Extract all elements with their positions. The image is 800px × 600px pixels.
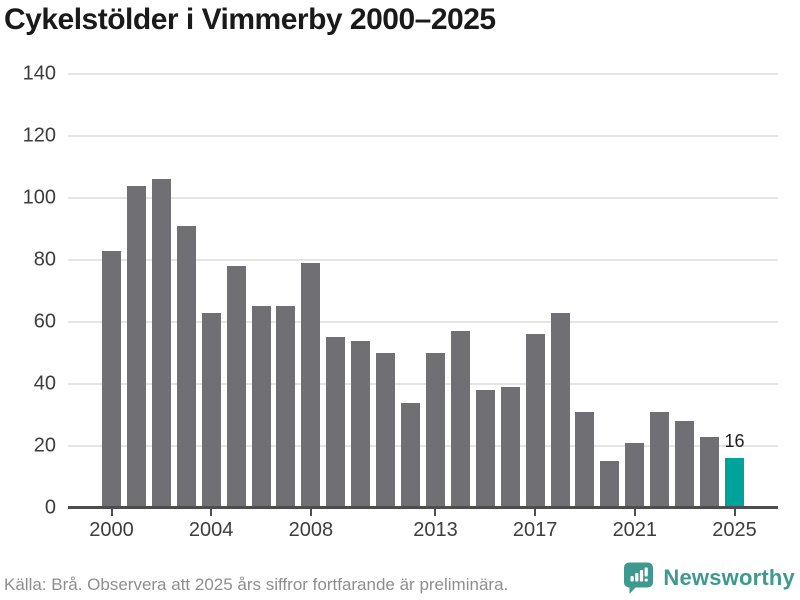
x-axis-baseline (68, 506, 778, 509)
gridline-100 (68, 197, 778, 199)
bar-2016 (501, 387, 520, 508)
y-axis-label-100: 100 (22, 186, 56, 209)
gridline-40 (68, 383, 778, 385)
x-axis-tick-2004 (210, 508, 213, 516)
gridline-20 (68, 445, 778, 447)
gridline-60 (68, 321, 778, 323)
y-axis-label-40: 40 (33, 372, 56, 395)
bar-2000 (102, 251, 121, 508)
x-axis-label-2017: 2017 (512, 519, 558, 541)
y-axis-label-120: 120 (22, 124, 56, 147)
bar-chart-plot-area: 2000 2004 2008 2013 2017 2021 2025 16 (68, 73, 778, 541)
bar-2007 (276, 306, 295, 508)
value-label-2025: 16 (724, 431, 745, 452)
bar-2011 (376, 353, 395, 508)
bar-2012 (401, 403, 420, 508)
y-axis-label-80: 80 (33, 248, 56, 271)
bar-2004 (202, 313, 221, 508)
bar-2024 (700, 437, 719, 508)
x-axis-label-2000: 2000 (89, 519, 134, 541)
y-axis-label-20: 20 (33, 434, 56, 457)
chart-title: Cykelstölder i Vimmerby 2000–2025 (4, 3, 496, 36)
x-axis-tick-2025 (733, 508, 736, 516)
bar-2021 (625, 443, 644, 508)
bar-2015 (476, 390, 495, 508)
bar-2009 (326, 337, 345, 508)
x-axis-label-2021: 2021 (612, 519, 658, 541)
x-axis-tick-2017 (534, 508, 537, 516)
bar-2010 (351, 341, 370, 508)
x-axis-tick-2000 (110, 508, 113, 516)
newsworthy-chart-bubble-icon (622, 561, 655, 595)
y-axis-label-140: 140 (22, 62, 56, 85)
bar-2019 (575, 412, 594, 508)
x-axis-tick-2013 (434, 508, 437, 516)
x-axis-label-2025: 2025 (712, 519, 757, 541)
y-axis-label-60: 60 (33, 310, 56, 333)
x-axis-label-2008: 2008 (288, 519, 334, 541)
gridline-140 (68, 73, 778, 75)
bar-2006 (252, 306, 271, 508)
x-axis-label-2013: 2013 (413, 519, 458, 541)
bar-2023 (675, 421, 694, 508)
bar-2002 (152, 179, 171, 508)
bar-2005 (227, 266, 246, 508)
bar-2018 (551, 313, 570, 508)
bar-2013 (426, 353, 445, 508)
bar-2003 (177, 226, 196, 508)
source-note: Källa: Brå. Observera att 2025 års siffr… (4, 575, 509, 594)
y-axis: 0 20 40 60 80 100 120 140 (0, 63, 56, 519)
gridline-120 (68, 135, 778, 137)
y-axis-label-0: 0 (44, 496, 56, 519)
bar-2020 (600, 461, 619, 508)
newsworthy-wordmark: Newsworthy (663, 565, 795, 590)
bar-2025 (725, 458, 744, 508)
gridline-80 (68, 259, 778, 261)
bar-2017 (526, 334, 545, 508)
bar-2014 (451, 331, 470, 508)
bar-2008 (301, 263, 320, 508)
bar-2001 (127, 186, 146, 508)
x-axis-tick-2008 (309, 508, 312, 516)
bar-2022 (650, 412, 669, 508)
x-axis-tick-2021 (633, 508, 636, 516)
newsworthy-logo: Newsworthy (622, 561, 795, 595)
x-axis-label-2004: 2004 (188, 519, 234, 541)
